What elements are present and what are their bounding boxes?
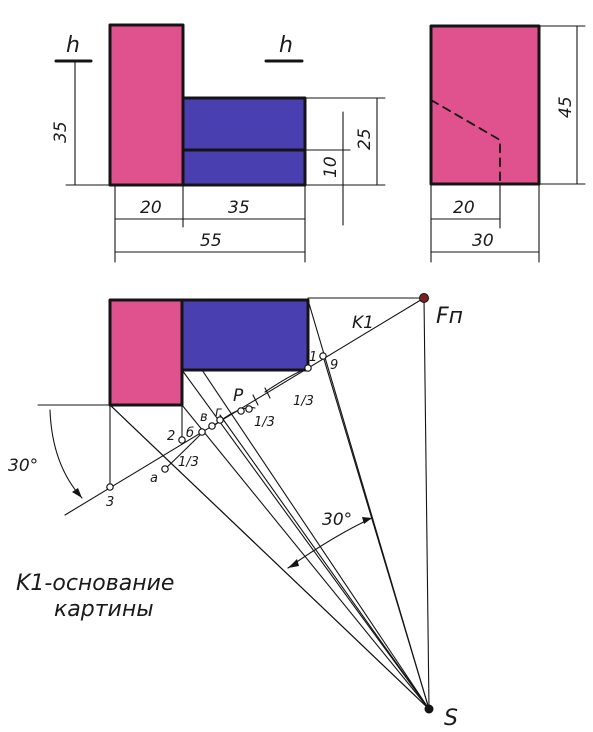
label-fn: Fп <box>436 304 463 329</box>
construction-points <box>106 293 434 714</box>
label-third-1: 1/3 <box>178 455 199 470</box>
construction-lines <box>37 297 430 710</box>
point-9 <box>319 352 327 360</box>
front-view: h h 35 25 10 20 35 55 <box>51 23 386 263</box>
point-v <box>208 422 216 430</box>
ray-1-to-s <box>307 299 430 710</box>
horizon-label-mid: h <box>279 33 293 58</box>
point-3 <box>106 483 114 491</box>
dim-30-label: 30 <box>472 231 494 251</box>
side-view-block <box>431 26 539 184</box>
arrow-30-bottom-left <box>288 559 299 568</box>
point-s <box>424 704 434 714</box>
side-view: 45 20 30 <box>429 24 586 263</box>
front-view-tall-block <box>110 25 183 185</box>
point-p1 <box>237 407 245 415</box>
point-p2 <box>245 405 253 413</box>
label-point-3: 3 <box>106 495 114 510</box>
line-fn-to-s <box>423 297 430 710</box>
ray-v-to-s <box>201 369 430 710</box>
dim-20-left-label: 20 <box>140 198 162 218</box>
dim-35-vertical-label: 35 <box>51 121 71 143</box>
point-g <box>216 416 224 424</box>
point-2 <box>178 436 186 444</box>
label-third-3: 1/3 <box>293 394 314 409</box>
tick-1 <box>264 387 271 399</box>
front-view-low-block <box>183 98 305 185</box>
ray-a-to-s <box>181 404 430 710</box>
plan-blue-block <box>182 300 308 370</box>
side-view-outline <box>429 24 541 186</box>
label-s: S <box>444 706 458 731</box>
label-p: P <box>233 386 244 406</box>
dim-55-label: 55 <box>200 231 222 251</box>
caption-line-1: K1-основание <box>16 571 174 596</box>
horizon-label-left: h <box>66 33 80 58</box>
label-point-g: г <box>215 405 222 420</box>
label-angle-left: 30° <box>8 456 38 476</box>
tick-2 <box>252 394 259 406</box>
caption-line-2: картины <box>54 597 154 622</box>
label-third-2: 1/3 <box>254 415 275 430</box>
view-ray-left <box>109 404 430 710</box>
arc-30-left <box>49 409 83 499</box>
point-1 <box>304 364 312 372</box>
picture-base-k1 <box>64 297 425 516</box>
plan-view <box>108 298 310 407</box>
dim-45-label: 45 <box>556 96 576 118</box>
arrow-30-left <box>72 488 82 498</box>
dim-20-right-label: 20 <box>453 198 475 218</box>
caption: K1-основание картины <box>16 571 174 622</box>
dim-35-horizontal-label: 35 <box>228 198 250 218</box>
label-k1: K1 <box>352 313 374 333</box>
label-point-v: в <box>200 410 208 425</box>
label-point-b: б <box>186 426 194 441</box>
ray-b-to-s <box>181 369 430 710</box>
dim-10-label: 10 <box>321 156 341 178</box>
ray-g-to-s <box>219 414 430 710</box>
division-ticks <box>252 387 271 406</box>
label-point-1: 1 <box>309 350 317 365</box>
plan-pink-block <box>110 300 182 405</box>
arrows <box>72 488 372 568</box>
label-angle-bottom: 30° <box>322 510 352 530</box>
arrow-30-bottom-right <box>362 517 372 524</box>
point-fn <box>419 293 429 303</box>
label-point-a: а <box>150 471 158 486</box>
label-point-2: 2 <box>167 429 175 444</box>
construction-labels: Fп K1 S P 1 9 2 3 а б в г 1/3 1/3 1/3 30… <box>8 304 463 731</box>
point-b <box>198 428 206 436</box>
dim-25-label: 25 <box>355 128 375 150</box>
label-point-9: 9 <box>330 358 338 373</box>
point-a <box>161 465 169 473</box>
